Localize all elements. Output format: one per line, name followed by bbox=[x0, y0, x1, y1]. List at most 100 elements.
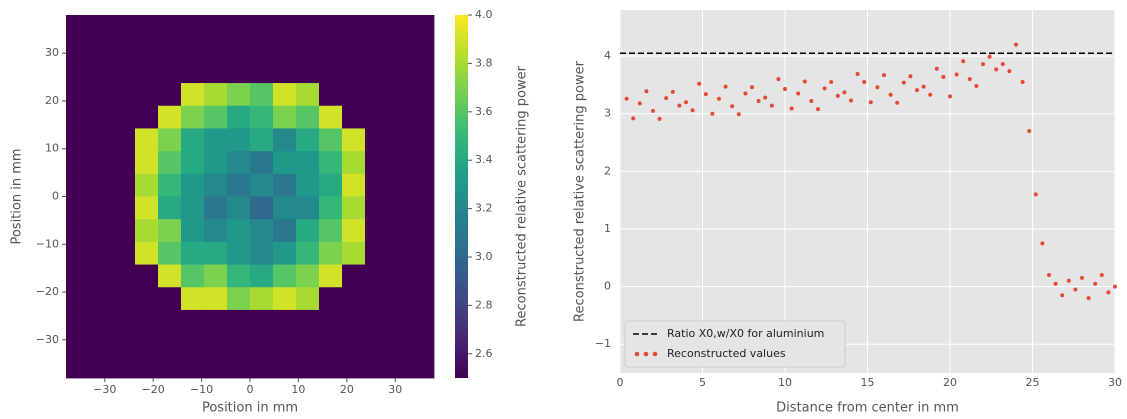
heatmap-cell bbox=[296, 15, 320, 39]
colorbar-tick-label: 2.8 bbox=[475, 298, 493, 311]
data-point bbox=[651, 108, 655, 113]
heatmap-cell bbox=[227, 83, 251, 107]
heatmap-cell bbox=[227, 196, 251, 220]
heatmap-cell bbox=[411, 287, 435, 311]
heatmap-cell bbox=[227, 332, 251, 356]
heatmap-cell bbox=[365, 332, 389, 356]
heatmap-cell bbox=[365, 128, 389, 152]
x-axis-label: Position in mm bbox=[202, 401, 298, 416]
heatmap-cell bbox=[250, 83, 274, 107]
y-tick-label: 1 bbox=[604, 222, 611, 235]
data-point bbox=[769, 103, 774, 108]
data-point bbox=[717, 96, 721, 101]
heatmap-cell bbox=[158, 287, 182, 311]
heatmap-cell bbox=[388, 241, 412, 265]
data-point bbox=[941, 74, 946, 79]
heatmap-cell bbox=[342, 241, 366, 265]
heatmap-cell bbox=[204, 37, 228, 61]
y-tick-label: 2 bbox=[604, 164, 611, 177]
data-point bbox=[783, 86, 787, 91]
heatmap-cell bbox=[273, 105, 297, 129]
heatmap-cell bbox=[388, 15, 412, 39]
heatmap-cell bbox=[319, 151, 343, 175]
heatmap-cell bbox=[227, 241, 251, 265]
heatmap-cell bbox=[204, 128, 228, 152]
heatmap-cell bbox=[204, 355, 228, 379]
data-point bbox=[1113, 284, 1117, 289]
y-tick-label: −20 bbox=[36, 285, 59, 298]
heatmap-cell bbox=[227, 287, 251, 311]
y-axis-label: Reconstructed relative scattering power bbox=[573, 60, 588, 322]
heatmap-cell bbox=[296, 83, 320, 107]
heatmap-cell bbox=[319, 241, 343, 265]
heatmap-cell bbox=[388, 355, 412, 379]
heatmap-cell bbox=[273, 264, 297, 288]
data-point bbox=[796, 91, 801, 96]
heatmap-cell bbox=[342, 332, 366, 356]
data-point bbox=[901, 80, 906, 85]
heatmap-cell bbox=[181, 287, 205, 311]
data-point bbox=[664, 96, 669, 101]
legend-swatch bbox=[643, 351, 649, 357]
heatmap-cell bbox=[66, 264, 90, 288]
heatmap-cell bbox=[89, 287, 113, 311]
heatmap-cell bbox=[273, 219, 297, 243]
heatmap-cell bbox=[227, 15, 251, 39]
heatmap-cell bbox=[273, 60, 297, 84]
data-point bbox=[763, 95, 768, 100]
heatmap-cell bbox=[273, 151, 297, 175]
heatmap-cell bbox=[89, 15, 113, 39]
x-tick-label: 10 bbox=[778, 376, 792, 389]
data-point bbox=[802, 79, 807, 84]
data-point bbox=[888, 92, 893, 97]
heatmap-cell bbox=[411, 196, 435, 220]
heatmap-cell bbox=[204, 15, 228, 39]
heatmap-cell bbox=[181, 128, 205, 152]
heatmap-cell bbox=[319, 105, 343, 129]
heatmap-cell bbox=[388, 83, 412, 107]
y-tick-label: 0 bbox=[604, 280, 611, 293]
heatmap-cell bbox=[158, 151, 182, 175]
heatmap-cell bbox=[342, 264, 366, 288]
heatmap-cell bbox=[227, 128, 251, 152]
heatmap-cell bbox=[135, 309, 159, 334]
heatmap-cell bbox=[89, 264, 113, 288]
heatmap-cell bbox=[204, 105, 228, 129]
heatmap-cell bbox=[296, 219, 320, 243]
heatmap-cell bbox=[112, 196, 136, 220]
data-point bbox=[1007, 69, 1012, 74]
data-point bbox=[631, 116, 636, 121]
heatmap-cell bbox=[342, 37, 366, 61]
data-point bbox=[987, 54, 992, 59]
y-tick-label: −1 bbox=[595, 337, 611, 350]
y-tick-label: 10 bbox=[45, 142, 59, 155]
heatmap-cell bbox=[319, 355, 343, 379]
heatmap-cell bbox=[319, 264, 343, 288]
heatmap-cell bbox=[365, 105, 389, 129]
heatmap-cell bbox=[135, 241, 159, 265]
data-point bbox=[1053, 281, 1058, 286]
data-point bbox=[842, 90, 847, 95]
heatmap-cell bbox=[365, 219, 389, 243]
heatmap-cell bbox=[250, 60, 274, 84]
heatmap-cell bbox=[135, 332, 159, 356]
data-point bbox=[1040, 241, 1045, 246]
colorbar-tick-label: 3.6 bbox=[475, 105, 493, 118]
heatmap-cell bbox=[319, 287, 343, 311]
heatmap-cell bbox=[365, 287, 389, 311]
heatmap-cell bbox=[204, 151, 228, 175]
heatmap-cell bbox=[365, 196, 389, 220]
heatmap-cell bbox=[227, 105, 251, 129]
heatmap-cell bbox=[296, 287, 320, 311]
heatmap-cell bbox=[112, 105, 136, 129]
data-point bbox=[1014, 42, 1018, 47]
heatmap-cell bbox=[273, 15, 297, 39]
heatmap-cell bbox=[411, 219, 435, 243]
heatmap-cell bbox=[181, 15, 205, 39]
heatmap-cell bbox=[319, 196, 343, 220]
heatmap-cell bbox=[388, 309, 412, 334]
heatmap-cell bbox=[135, 83, 159, 107]
x-tick-label: −10 bbox=[190, 383, 213, 396]
heatmap-cell bbox=[250, 264, 274, 288]
heatmap-cell bbox=[411, 37, 435, 61]
